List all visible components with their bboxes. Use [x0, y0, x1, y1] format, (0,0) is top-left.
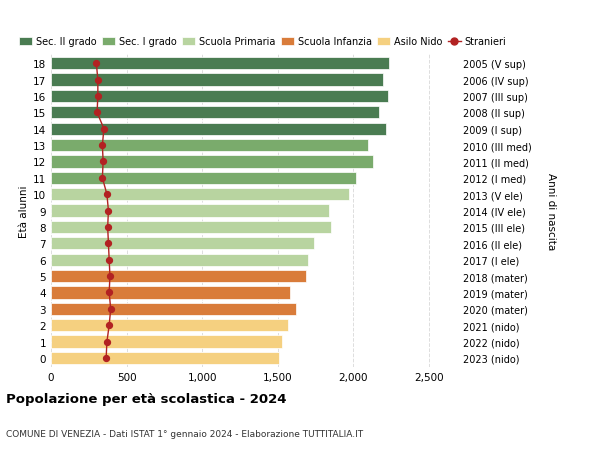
Point [104, 207, 113, 215]
Point [98, 142, 107, 150]
Bar [51, 74, 383, 87]
Point [98, 158, 108, 166]
Bar [51, 287, 290, 299]
Y-axis label: Età alunni: Età alunni [19, 185, 29, 237]
Text: COMUNE DI VENEZIA - Dati ISTAT 1° gennaio 2024 - Elaborazione TUTTITALIA.IT: COMUNE DI VENEZIA - Dati ISTAT 1° gennai… [6, 429, 363, 438]
Bar [51, 319, 288, 332]
Bar [51, 107, 379, 119]
Point [103, 224, 112, 231]
Y-axis label: Anni di nascita: Anni di nascita [546, 173, 556, 250]
Point [93, 77, 103, 84]
Bar [51, 58, 389, 70]
Bar [51, 90, 388, 103]
Point [92, 61, 101, 68]
Point [101, 354, 111, 362]
Bar [51, 254, 308, 266]
Bar [51, 156, 373, 168]
Point [102, 191, 112, 198]
Point [106, 306, 115, 313]
Bar [51, 270, 307, 283]
Point [102, 338, 112, 346]
Bar [51, 189, 349, 201]
Bar [51, 140, 368, 152]
Bar [51, 205, 329, 217]
Bar [51, 172, 356, 185]
Point [104, 322, 114, 329]
Legend: Sec. II grado, Sec. I grado, Scuola Primaria, Scuola Infanzia, Asilo Nido, Stran: Sec. II grado, Sec. I grado, Scuola Prim… [19, 37, 506, 47]
Bar [51, 303, 296, 315]
Bar [51, 221, 331, 234]
Point [93, 93, 103, 101]
Point [92, 109, 102, 117]
Point [105, 273, 115, 280]
Text: Popolazione per età scolastica - 2024: Popolazione per età scolastica - 2024 [6, 392, 287, 405]
Point [104, 257, 114, 264]
Bar [51, 238, 314, 250]
Bar [51, 123, 386, 135]
Point [104, 289, 114, 297]
Point [99, 126, 109, 133]
Point [104, 240, 113, 247]
Bar [51, 352, 279, 364]
Point [98, 175, 107, 182]
Bar [51, 336, 282, 348]
